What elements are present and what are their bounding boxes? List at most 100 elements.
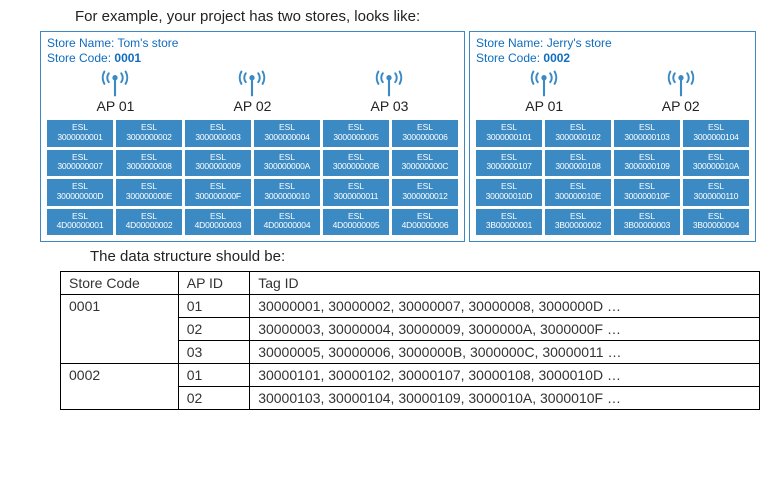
esl-tag: ESL300000000E: [116, 179, 182, 206]
wifi-ap-icon: [526, 68, 562, 98]
ap-item: AP 02: [662, 68, 700, 114]
cell-ap-id: 03: [178, 341, 249, 364]
esl-id: 300000000E: [116, 192, 182, 202]
esl-id: 3000000008: [116, 162, 182, 172]
esl-tag: ESL3000000108: [545, 150, 611, 177]
esl-tag: ESL4D00000006: [392, 209, 458, 236]
store-header: Store Name: Tom's store Store Code: 0001: [47, 36, 458, 66]
esl-id: 300000000D: [47, 192, 113, 202]
intro-text: For example, your project has two stores…: [75, 8, 761, 25]
esl-id: 4D00000006: [392, 221, 458, 231]
ap-label: AP 02: [662, 98, 700, 114]
cell-ap-id: 02: [178, 387, 249, 410]
ap-row: AP 01 AP 02 AP 03: [47, 68, 458, 114]
esl-grid: ESL3000000101ESL3000000102ESL3000000103E…: [476, 120, 749, 235]
esl-tag: ESL3000000008: [116, 150, 182, 177]
esl-tag: ESL300000000C: [392, 150, 458, 177]
esl-id: 3000000108: [545, 162, 611, 172]
esl-tag: ESL4D00000005: [323, 209, 389, 236]
esl-id: 3000000006: [392, 133, 458, 143]
esl-id: 300000010D: [476, 192, 542, 202]
esl-id: 3000000011: [323, 192, 389, 202]
esl-id: 3000000107: [476, 162, 542, 172]
esl-id: 3000000004: [254, 133, 320, 143]
cell-tag-id: 30000103, 30000104, 30000109, 3000010A, …: [250, 387, 760, 410]
table-row: 00010130000001, 30000002, 30000007, 3000…: [61, 295, 760, 318]
esl-tag: ESL300000000B: [323, 150, 389, 177]
esl-id: 300000000B: [323, 162, 389, 172]
esl-id: 3B00000001: [476, 221, 542, 231]
cell-ap-id: 01: [178, 295, 249, 318]
esl-tag: ESL3000000012: [392, 179, 458, 206]
th-store-code: Store Code: [61, 272, 179, 295]
esl-id: 300000010E: [545, 192, 611, 202]
th-tag-id: Tag ID: [250, 272, 760, 295]
esl-id: 3000000110: [683, 192, 749, 202]
esl-tag: ESL3000000002: [116, 120, 182, 147]
esl-tag: ESL4D00000003: [185, 209, 251, 236]
esl-id: 300000000C: [392, 162, 458, 172]
cell-tag-id: 30000001, 30000002, 30000007, 30000008, …: [250, 295, 760, 318]
esl-id: 3000000103: [614, 133, 680, 143]
cell-ap-id: 02: [178, 318, 249, 341]
store-header: Store Name: Jerry's store Store Code: 00…: [476, 36, 749, 66]
esl-tag: ESL3B00000003: [614, 209, 680, 236]
store-name-label: Store Name:: [476, 36, 543, 50]
esl-id: 3B00000004: [683, 221, 749, 231]
esl-id: 3000000010: [254, 192, 320, 202]
cell-tag-id: 30000003, 30000004, 30000009, 3000000A, …: [250, 318, 760, 341]
esl-id: 3000000009: [185, 162, 251, 172]
cell-store-code: 0001: [61, 295, 179, 364]
cell-store-code: 0002: [61, 364, 179, 410]
esl-id: 3000000005: [323, 133, 389, 143]
esl-id: 4D00000004: [254, 221, 320, 231]
ap-item: AP 01: [525, 68, 563, 114]
table-row: 00020130000101, 30000102, 30000107, 3000…: [61, 364, 760, 387]
esl-id: 3000000001: [47, 133, 113, 143]
ap-row: AP 01 AP 02: [476, 68, 749, 114]
esl-tag: ESL3000000101: [476, 120, 542, 147]
esl-tag: ESL300000010A: [683, 150, 749, 177]
esl-id: 300000000F: [185, 192, 251, 202]
esl-tag: ESL3000000102: [545, 120, 611, 147]
esl-tag: ESL4D00000001: [47, 209, 113, 236]
esl-tag: ESL4D00000004: [254, 209, 320, 236]
esl-tag: ESL3B00000002: [545, 209, 611, 236]
esl-id: 3000000003: [185, 133, 251, 143]
esl-tag: ESL3000000003: [185, 120, 251, 147]
esl-tag: ESL300000010E: [545, 179, 611, 206]
store-name-value: Jerry's store: [547, 36, 612, 50]
esl-id: 300000000A: [254, 162, 320, 172]
esl-tag: ESL300000000F: [185, 179, 251, 206]
ap-label: AP 02: [234, 98, 272, 114]
wifi-ap-icon: [663, 68, 699, 98]
esl-id: 4D00000001: [47, 221, 113, 231]
esl-id: 3000000109: [614, 162, 680, 172]
esl-id: 3B00000002: [545, 221, 611, 231]
esl-tag: ESL3000000109: [614, 150, 680, 177]
esl-id: 300000010F: [614, 192, 680, 202]
esl-tag: ESL300000000D: [47, 179, 113, 206]
esl-tag: ESL3000000103: [614, 120, 680, 147]
esl-tag: ESL3000000001: [47, 120, 113, 147]
cell-tag-id: 30000005, 30000006, 3000000B, 3000000C, …: [250, 341, 760, 364]
esl-tag: ESL3000000010: [254, 179, 320, 206]
wifi-ap-icon: [234, 68, 270, 98]
store-code-label: Store Code:: [476, 51, 540, 65]
esl-tag: ESL3000000009: [185, 150, 251, 177]
table-header-row: Store Code AP ID Tag ID: [61, 272, 760, 295]
esl-id: 3000000012: [392, 192, 458, 202]
th-ap-id: AP ID: [178, 272, 249, 295]
store-panel-toms: Store Name: Tom's store Store Code: 0001…: [40, 31, 465, 242]
esl-grid: ESL3000000001ESL3000000002ESL3000000003E…: [47, 120, 458, 235]
store-name-label: Store Name:: [47, 36, 114, 50]
ap-label: AP 01: [97, 98, 135, 114]
esl-tag: ESL3000000004: [254, 120, 320, 147]
store-code-value: 0001: [114, 51, 141, 65]
esl-tag: ESL3000000110: [683, 179, 749, 206]
ap-label: AP 01: [525, 98, 563, 114]
ap-label: AP 03: [371, 98, 409, 114]
esl-tag: ESL3000000011: [323, 179, 389, 206]
esl-tag: ESL300000010F: [614, 179, 680, 206]
esl-tag: ESL3000000104: [683, 120, 749, 147]
